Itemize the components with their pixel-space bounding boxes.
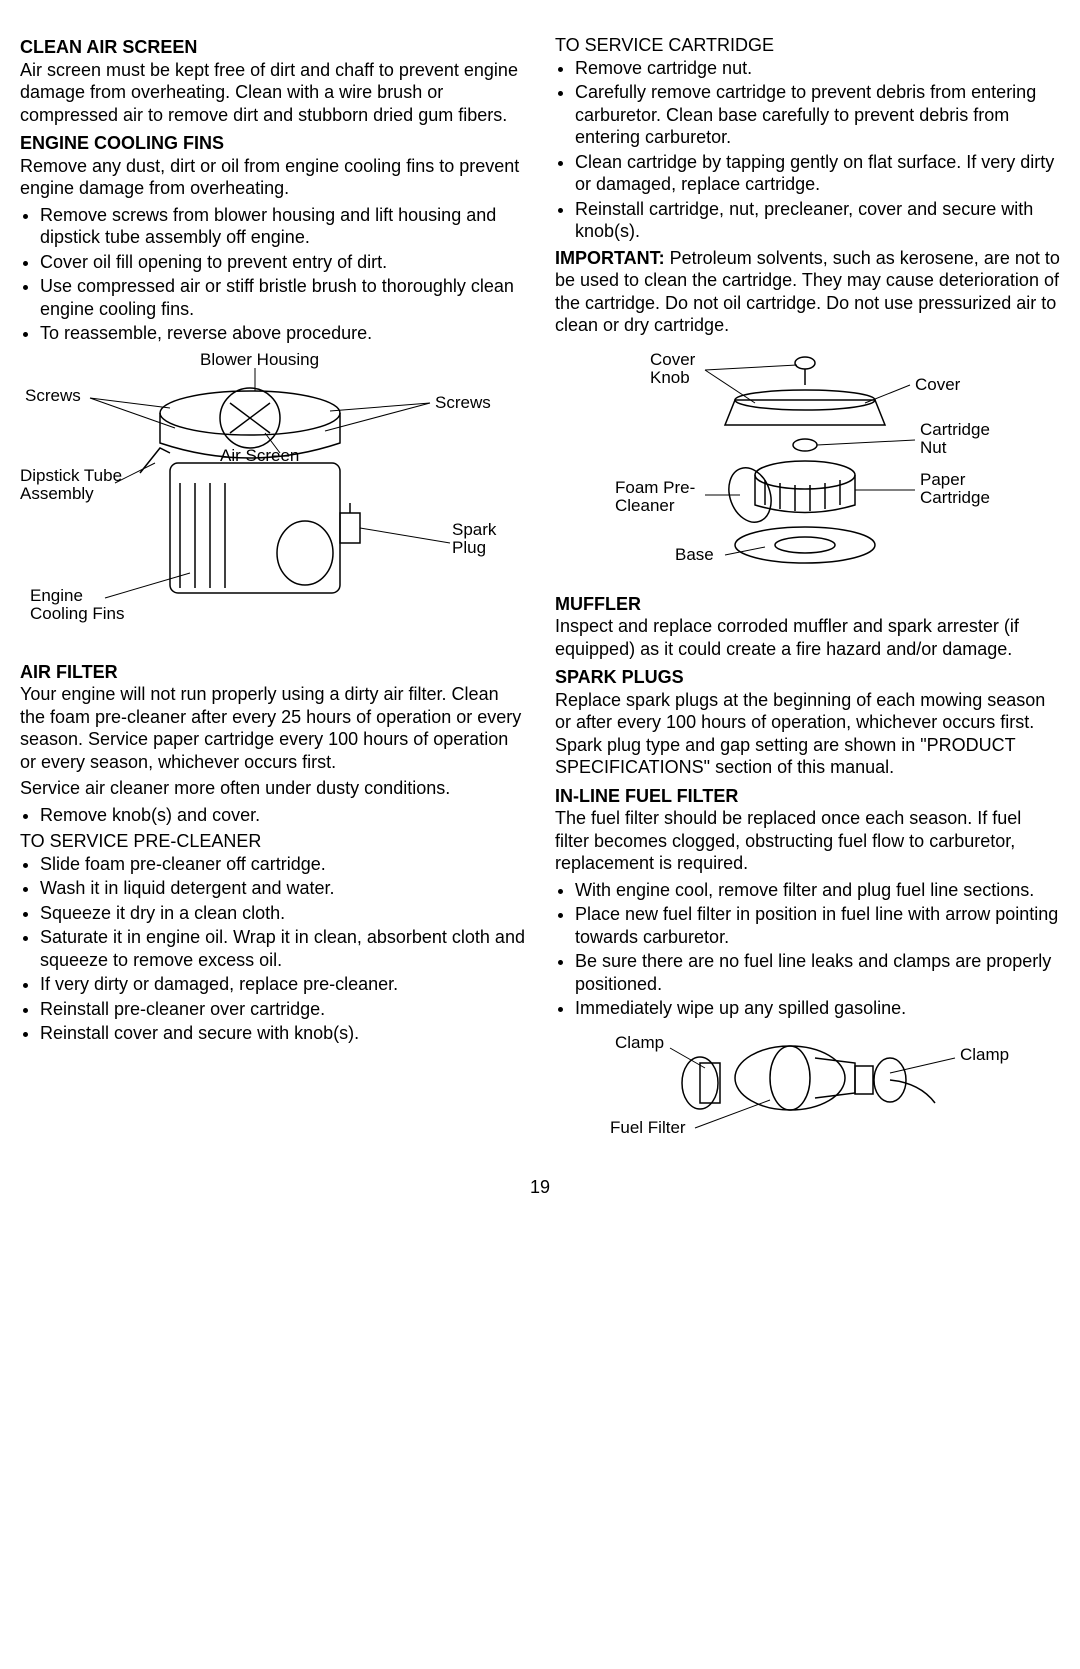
important-note: IMPORTANT: Petroleum solvents, such as k… (555, 247, 1060, 337)
label-blower-housing: Blower Housing (200, 353, 319, 369)
svg-text:PaperCartridge: PaperCartridge (920, 470, 990, 507)
list-item: Use compressed air or stiff bristle brus… (40, 275, 525, 320)
service-cartridge-heading: TO SERVICE CARTRIDGE (555, 34, 1060, 57)
left-column: CLEAN AIR SCREEN Air screen must be kept… (20, 30, 525, 1156)
label-fuel-filter: Fuel Filter (610, 1118, 686, 1137)
svg-text:Dipstick TubeAssembly: Dipstick TubeAssembly (20, 466, 122, 503)
fuel-filter-text: The fuel filter should be replaced once … (555, 807, 1060, 875)
cartridge-diagram: CoverKnob Cover CartridgeNut Foam Pre-Cl… (555, 345, 1060, 585)
precleaner-list: Slide foam pre-cleaner off cartridge. Wa… (20, 853, 525, 1045)
list-item: With engine cool, remove filter and plug… (575, 879, 1060, 902)
svg-text:EngineCooling Fins: EngineCooling Fins (30, 586, 125, 623)
svg-text:CoverKnob: CoverKnob (650, 350, 696, 387)
engine-cooling-fins-heading: ENGINE COOLING FINS (20, 132, 525, 155)
precleaner-heading: TO SERVICE PRE-CLEANER (20, 830, 525, 853)
label-clamp-right: Clamp (960, 1045, 1009, 1064)
label-screws-right: Screws (435, 393, 491, 412)
svg-text:Foam Pre-Cleaner: Foam Pre-Cleaner (615, 478, 695, 515)
fuel-filter-heading: IN-LINE FUEL FILTER (555, 785, 1060, 808)
list-item: Remove cartridge nut. (575, 57, 1060, 80)
important-label: IMPORTANT: (555, 248, 665, 268)
label-base: Base (675, 545, 714, 564)
page-columns: CLEAN AIR SCREEN Air screen must be kept… (20, 30, 1060, 1156)
page-number: 19 (20, 1176, 1060, 1199)
service-cartridge-list: Remove cartridge nut. Carefully remove c… (555, 57, 1060, 243)
list-item: Wash it in liquid detergent and water. (40, 877, 525, 900)
list-item: If very dirty or damaged, replace pre-cl… (40, 973, 525, 996)
list-item: Reinstall cartridge, nut, precleaner, co… (575, 198, 1060, 243)
svg-text:CartridgeNut: CartridgeNut (920, 420, 990, 457)
engine-cooling-fins-list: Remove screws from blower housing and li… (20, 204, 525, 345)
engine-diagram: Blower Housing Screws Screws Dipstick Tu… (20, 353, 525, 653)
list-item: To reassemble, reverse above procedure. (40, 322, 525, 345)
list-item: Reinstall cover and secure with knob(s). (40, 1022, 525, 1045)
list-item: Carefully remove cartridge to prevent de… (575, 81, 1060, 149)
list-item: Remove knob(s) and cover. (40, 804, 525, 827)
fuel-filter-list: With engine cool, remove filter and plug… (555, 879, 1060, 1020)
list-item: Cover oil fill opening to prevent entry … (40, 251, 525, 274)
air-filter-text2: Service air cleaner more often under dus… (20, 777, 525, 800)
list-item: Clean cartridge by tapping gently on fla… (575, 151, 1060, 196)
air-filter-list1: Remove knob(s) and cover. (20, 804, 525, 827)
label-cover: Cover (915, 375, 961, 394)
clean-air-screen-heading: CLEAN AIR SCREEN (20, 36, 525, 59)
label-screws-left: Screws (25, 386, 81, 405)
muffler-text: Inspect and replace corroded muffler and… (555, 615, 1060, 660)
list-item: Be sure there are no fuel line leaks and… (575, 950, 1060, 995)
clean-air-screen-text: Air screen must be kept free of dirt and… (20, 59, 525, 127)
list-item: Remove screws from blower housing and li… (40, 204, 525, 249)
fuel-filter-diagram: Clamp Clamp Fuel Filter (555, 1028, 1060, 1148)
list-item: Slide foam pre-cleaner off cartridge. (40, 853, 525, 876)
label-clamp-left: Clamp (615, 1033, 664, 1052)
air-filter-heading: AIR FILTER (20, 661, 525, 684)
list-item: Immediately wipe up any spilled gasoline… (575, 997, 1060, 1020)
list-item: Saturate it in engine oil. Wrap it in cl… (40, 926, 525, 971)
spark-plugs-text: Replace spark plugs at the beginning of … (555, 689, 1060, 779)
muffler-heading: MUFFLER (555, 593, 1060, 616)
engine-cooling-fins-text: Remove any dust, dirt or oil from engine… (20, 155, 525, 200)
svg-text:SparkPlug: SparkPlug (452, 520, 497, 557)
list-item: Squeeze it dry in a clean cloth. (40, 902, 525, 925)
spark-plugs-heading: SPARK PLUGS (555, 666, 1060, 689)
list-item: Reinstall pre-cleaner over cartridge. (40, 998, 525, 1021)
air-filter-text1: Your engine will not run properly using … (20, 683, 525, 773)
right-column: TO SERVICE CARTRIDGE Remove cartridge nu… (555, 30, 1060, 1156)
list-item: Place new fuel filter in position in fue… (575, 903, 1060, 948)
label-air-screen: Air Screen (220, 446, 299, 465)
